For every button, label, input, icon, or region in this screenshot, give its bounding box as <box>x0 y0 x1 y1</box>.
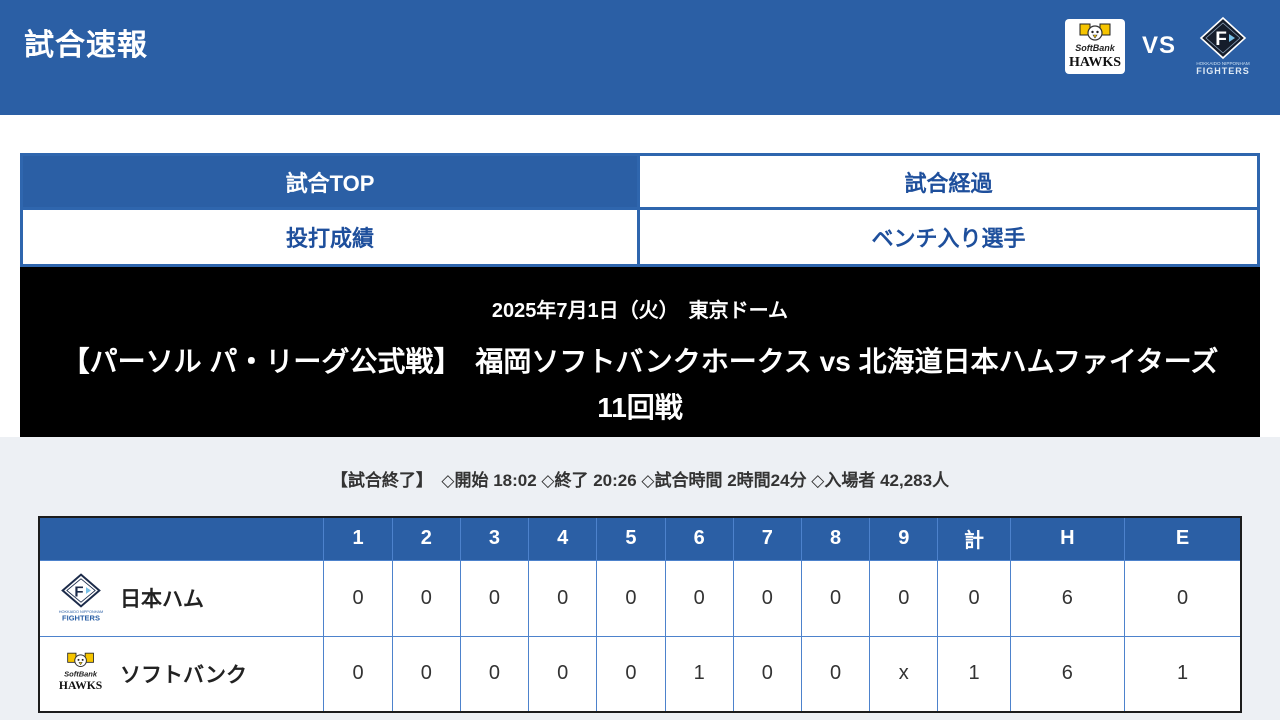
tab-bench-players[interactable]: ベンチ入り選手 <box>640 210 1257 264</box>
svg-text:F: F <box>1215 29 1227 50</box>
hits-header: H <box>1009 516 1126 561</box>
scoreboard-row-fighters: F HOKKAIDO NIPPONHAM FIGHTERS 日本ハム 0 0 0… <box>38 559 1242 637</box>
score-cell: 0 <box>323 559 393 637</box>
inning-header: 6 <box>664 516 734 561</box>
hawks-logo: SoftBank HAWKS <box>59 652 102 692</box>
inning-header: 1 <box>323 516 393 561</box>
inning-header: 4 <box>528 516 598 561</box>
team-cell: SoftBank HAWKS ソフトバンク <box>38 635 325 713</box>
fighters-logo: F HOKKAIDO NIPPONHAM FIGHTERS <box>1196 16 1250 76</box>
fighters-region-text: HOKKAIDO NIPPONHAM <box>59 610 103 614</box>
score-cell: 0 <box>528 559 598 637</box>
score-cell: 0 <box>391 635 461 713</box>
inning-header: 7 <box>732 516 802 561</box>
matchup-header: SoftBank HAWKS VS F HOKKAIDO NIPPONHAM F… <box>1064 16 1254 76</box>
total-header: 計 <box>937 516 1011 561</box>
total-cell: 0 <box>937 559 1011 637</box>
fighters-name-text: FIGHTERS <box>62 614 100 623</box>
total-cell: 1 <box>937 635 1011 713</box>
inning-header: 8 <box>800 516 871 561</box>
hawks-logo: SoftBank HAWKS <box>1064 18 1125 74</box>
game-status-line: 【試合終了】 ◇開始 18:02 ◇終了 20:26 ◇試合時間 2時間24分 … <box>330 471 950 490</box>
team-name: 日本ハム <box>120 588 204 611</box>
score-cell: 0 <box>323 635 393 713</box>
errors-cell: 0 <box>1124 559 1242 637</box>
inning-header: 9 <box>869 516 939 561</box>
tab-pitching-batting-stats[interactable]: 投打成績 <box>23 210 640 264</box>
team-name: ソフトバンク <box>120 663 248 687</box>
game-title: 【パーソル パ・リーグ公式戦】 福岡ソフトバンクホークス vs 北海道日本ハムフ… <box>61 346 1219 424</box>
inning-header: 5 <box>596 516 666 561</box>
game-date-venue: 2025年7月1日（火） 東京ドーム <box>491 300 789 322</box>
hawks-name-text: HAWKS <box>1069 55 1121 70</box>
tab-game-top[interactable]: 試合TOP <box>23 156 640 210</box>
score-cell: 0 <box>391 559 461 637</box>
score-cell: 0 <box>596 559 666 637</box>
content-area: 【試合終了】 ◇開始 18:02 ◇終了 20:26 ◇試合時間 2時間24分 … <box>0 437 1280 720</box>
hawks-name-text: HAWKS <box>59 679 102 692</box>
score-cell: 0 <box>732 559 802 637</box>
score-cell: 0 <box>869 559 939 637</box>
inning-header: 2 <box>391 516 461 561</box>
team-cell: F HOKKAIDO NIPPONHAM FIGHTERS 日本ハム <box>38 559 325 637</box>
inning-header: 3 <box>459 516 530 561</box>
fighters-region-text: HOKKAIDO NIPPONHAM <box>1196 61 1250 66</box>
errors-header: E <box>1124 516 1242 561</box>
score-cell: 0 <box>528 635 598 713</box>
topbar: 試合速報 SoftBank HAWKS VS F HOKKAID <box>0 0 1280 115</box>
score-cell: x <box>869 635 939 713</box>
hits-cell: 6 <box>1009 635 1126 713</box>
score-cell: 0 <box>459 635 530 713</box>
page-title: 試合速報 <box>24 29 148 62</box>
svg-text:F: F <box>74 583 83 600</box>
scoreboard-table: 1 2 3 4 5 6 7 8 9 計 H E <box>38 516 1242 713</box>
game-info-banner: 2025年7月1日（火） 東京ドーム 【パーソル パ・リーグ公式戦】 福岡ソフト… <box>20 267 1260 437</box>
score-cell: 1 <box>664 635 734 713</box>
tab-bar: 試合TOP 試合経過 投打成績 ベンチ入り選手 <box>20 153 1260 267</box>
score-cell: 0 <box>800 559 871 637</box>
fighters-name-text: FIGHTERS <box>1196 66 1250 76</box>
scoreboard-header-row: 1 2 3 4 5 6 7 8 9 計 H E <box>38 516 1242 561</box>
fighters-logo: F HOKKAIDO NIPPONHAM FIGHTERS <box>59 573 103 623</box>
vs-label: VS <box>1141 32 1176 59</box>
score-cell: 0 <box>732 635 802 713</box>
errors-cell: 1 <box>1124 635 1242 713</box>
hawks-brand-text: SoftBank <box>1075 43 1115 53</box>
tab-game-progress[interactable]: 試合経過 <box>640 156 1257 210</box>
hits-cell: 6 <box>1009 559 1126 637</box>
hawks-brand-text: SoftBank <box>64 669 98 678</box>
score-cell: 0 <box>459 559 530 637</box>
scoreboard-row-hawks: SoftBank HAWKS ソフトバンク 0 0 0 0 0 1 0 0 x <box>38 635 1242 713</box>
score-cell: 0 <box>800 635 871 713</box>
scoreboard-corner-cell <box>38 516 325 561</box>
score-cell: 0 <box>664 559 734 637</box>
score-cell: 0 <box>596 635 666 713</box>
